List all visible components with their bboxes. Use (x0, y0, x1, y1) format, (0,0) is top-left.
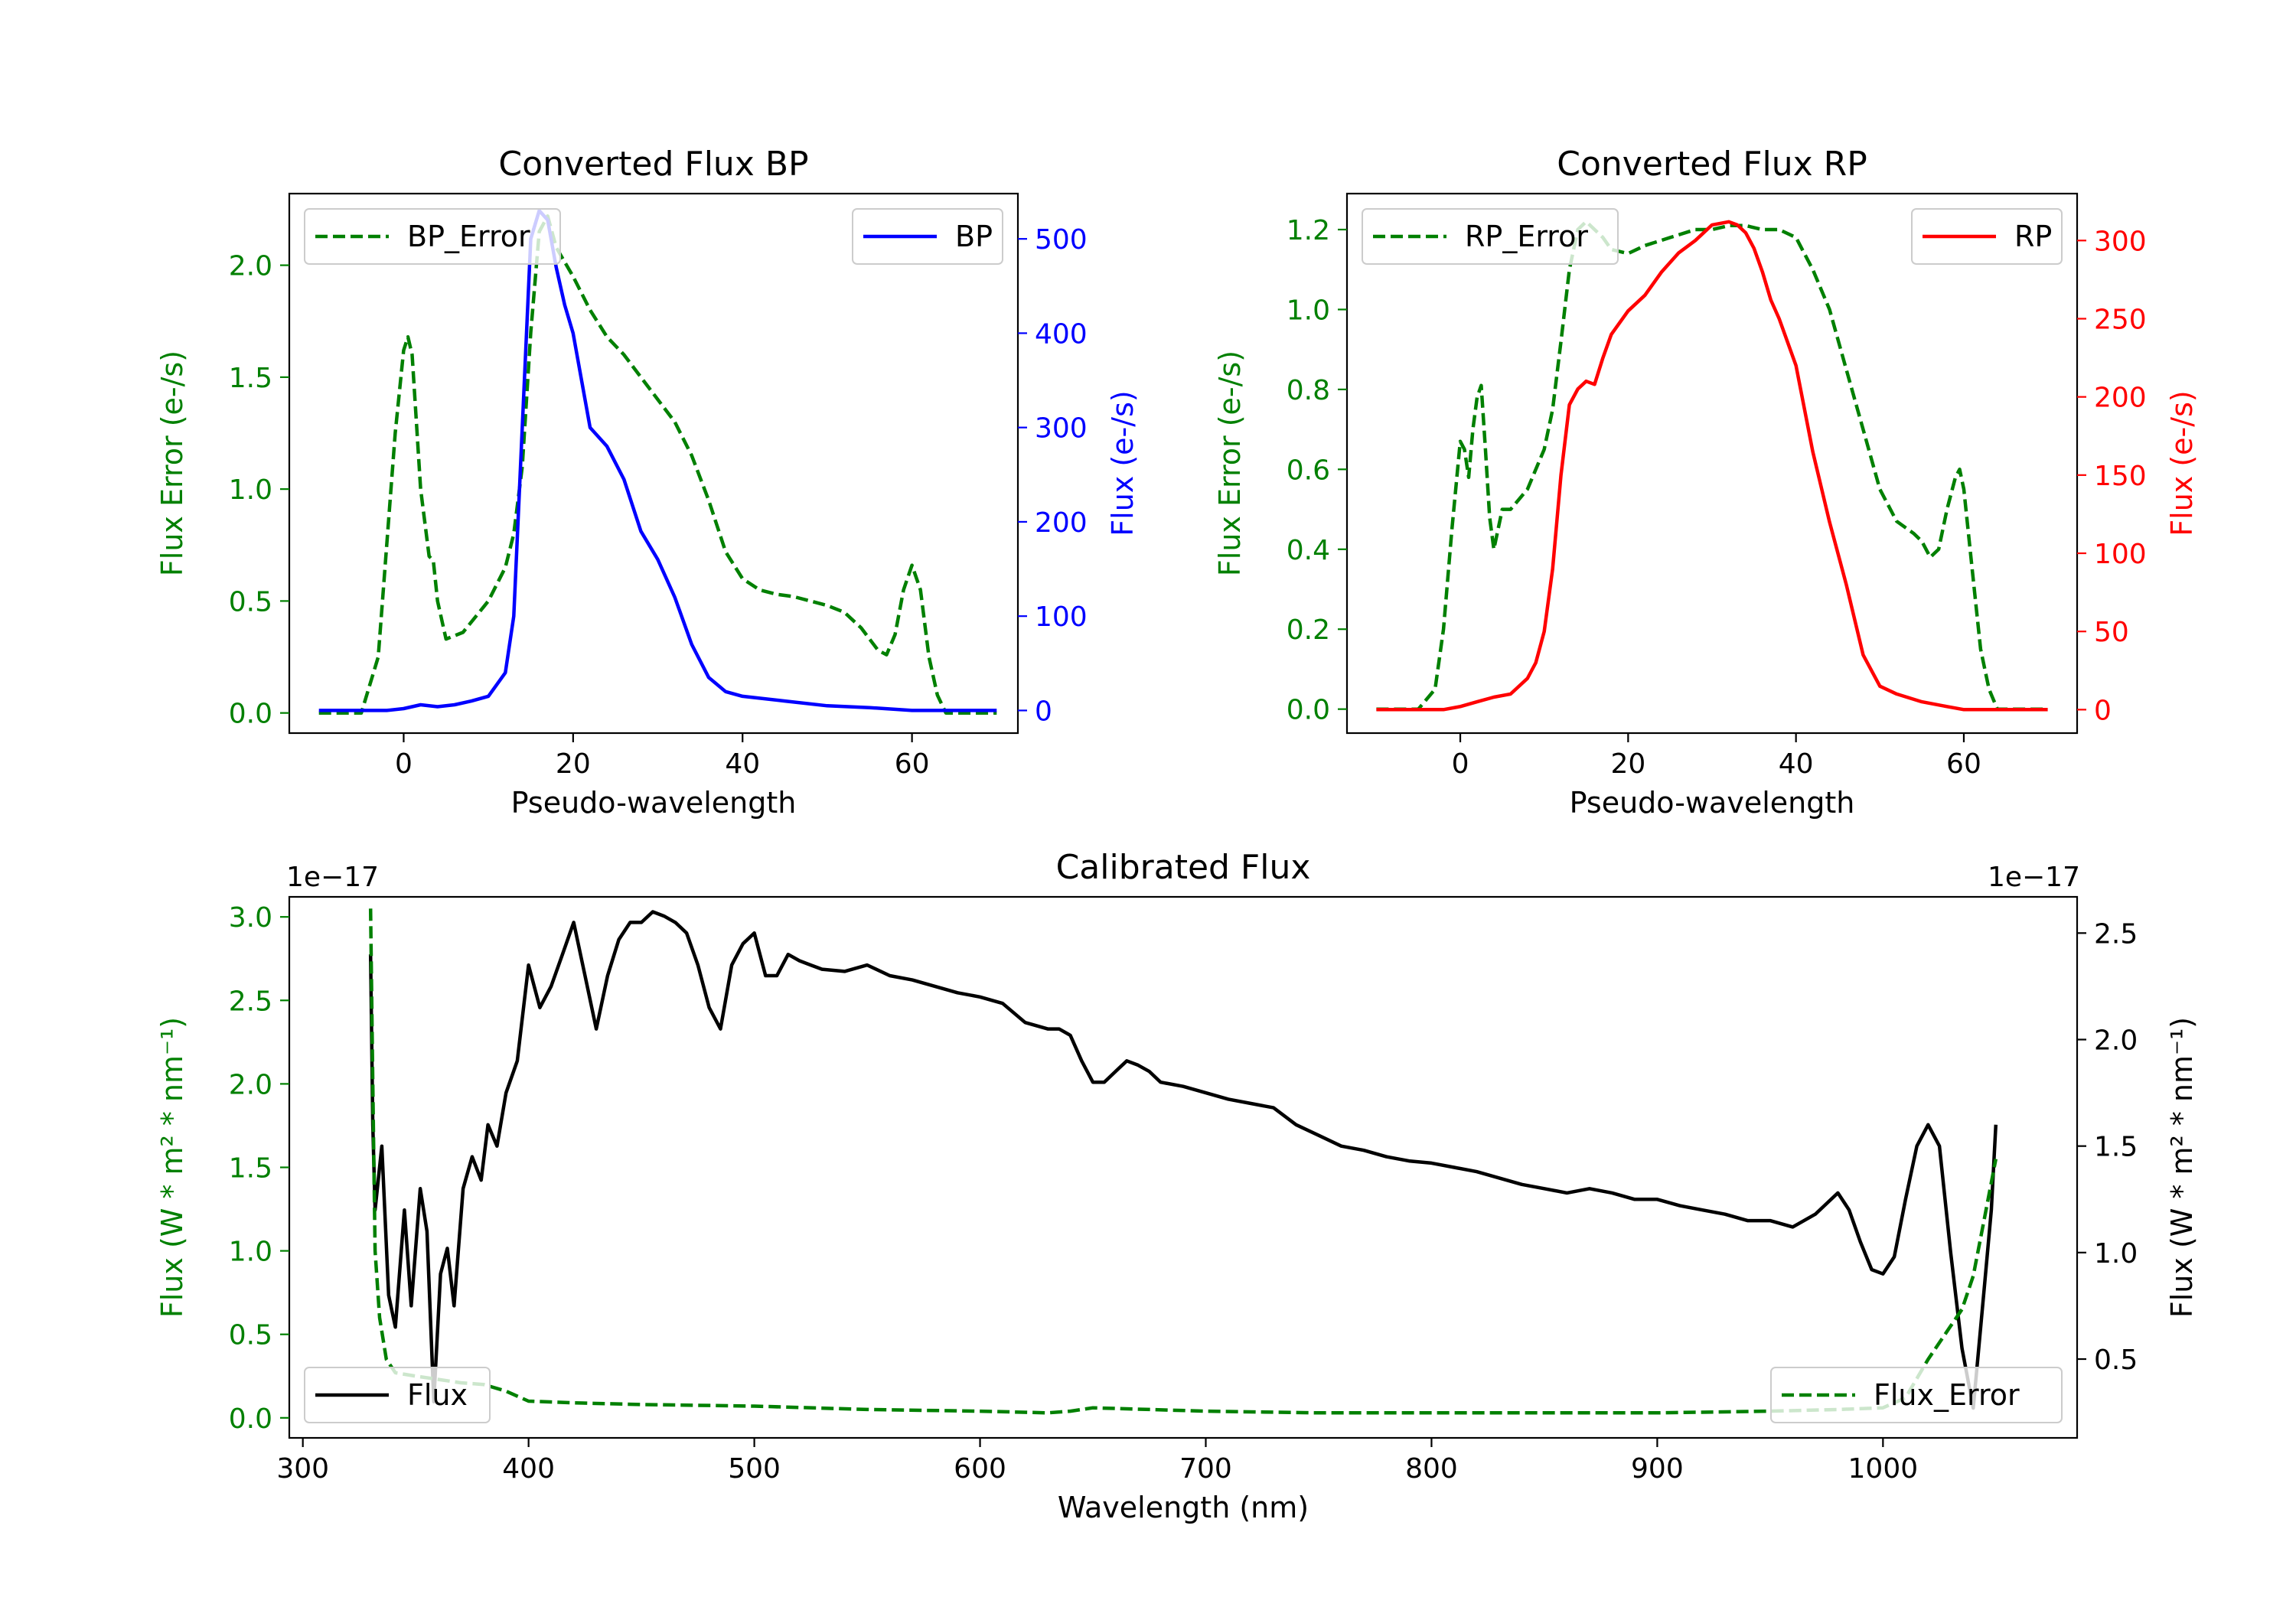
calibrated-legend-box (1770, 1367, 2063, 1423)
rp-right-tick-label: 250 (2094, 304, 2147, 335)
bp-right-tick-label: 0 (1035, 696, 1052, 727)
calibrated-x-tick-label: 700 (1179, 1453, 1232, 1485)
calibrated-x-tick-label: 1000 (1848, 1453, 1919, 1485)
calibrated-chart-title: Calibrated Flux (1056, 848, 1311, 887)
calibrated-left-tick-label: 0.5 (229, 1320, 272, 1351)
rp-right-tick-label: 100 (2094, 539, 2147, 570)
bp-panel: Converted Flux BP 0 20 40 60 Pseudo-wavelengt… (155, 145, 1140, 820)
rp-x-axis-label: Pseudo-wavelength (1570, 786, 1855, 820)
calibrated-x-tick-label: 800 (1405, 1453, 1458, 1485)
bp-x-tick-label: 20 (556, 748, 591, 780)
bp-left-axis-label: Flux Error (e-/s) (155, 350, 189, 576)
calibrated-left-axis-label: Flux (W * m² * nm⁻¹) (155, 1017, 189, 1318)
calibrated-right-tick-label: 1.5 (2094, 1132, 2138, 1163)
bp-right-tick-label: 500 (1035, 224, 1088, 256)
bp-right-tick-label: 300 (1035, 413, 1088, 445)
calibrated-x-tick-label: 500 (728, 1453, 781, 1485)
calibrated-legend-flux: Flux (304, 1367, 491, 1423)
rp-x-tick-label: 0 (1452, 748, 1469, 780)
calibrated-x-tick-label: 400 (502, 1453, 555, 1485)
calibrated-x-tick-label: 600 (954, 1453, 1006, 1485)
calibrated-left-tick-label: 1.0 (229, 1237, 272, 1268)
rp-right-tick-label: 50 (2094, 617, 2129, 648)
calibrated-left-offset-text: 1e−17 (286, 862, 379, 893)
bp-legend-label: BP (955, 220, 993, 253)
rp-left-tick-label: 0.4 (1287, 535, 1330, 566)
bp-left-tick-label: 1.5 (229, 363, 272, 394)
calibrated-left-tick-label: 1.5 (229, 1153, 272, 1185)
bp-plot-frame (288, 192, 1019, 735)
rp-x-tick-label: 20 (1610, 748, 1645, 780)
bp-right-tick-label: 100 (1035, 601, 1088, 633)
rp-left-tick-label: 0.0 (1287, 695, 1330, 726)
calibrated-left-tick-label: 2.0 (229, 1069, 272, 1100)
rp-x-tick-label: 40 (1779, 748, 1814, 780)
rp-series-rp-error (1376, 220, 2048, 711)
bp-x-tick-label: 60 (895, 748, 930, 780)
rp-right-tick-label: 200 (2094, 383, 2147, 414)
bp-x-axis-label: Pseudo-wavelength (511, 786, 797, 820)
rp-right-axis-label: Flux (e-/s) (2165, 390, 2199, 536)
calibrated-left-tick-label: 0.0 (229, 1403, 272, 1435)
calibrated-legend-box (304, 1367, 491, 1423)
bp-series-bp (318, 208, 997, 712)
rp-right-tick-label: 300 (2094, 226, 2147, 257)
calibrated-series-flux (368, 910, 1998, 1410)
calibrated-left-tick-label: 3.0 (229, 902, 272, 934)
calibrated-panel: Calibrated Flux 300 400 500 600 700 800 900 1000… (155, 848, 2199, 1524)
rp-legend-box (1362, 208, 1619, 265)
calibrated-legend-label: Flux (407, 1378, 468, 1412)
rp-x-tick-label: 60 (1946, 748, 1981, 780)
bp-left-tick-label: 1.0 (229, 474, 272, 506)
rp-panel: Converted Flux RP 0 20 40 60 Pseudo-wavelengt… (1213, 145, 2199, 820)
bp-legend-bp: BP (852, 208, 1003, 265)
bp-x-tick-label: 40 (725, 748, 760, 780)
rp-plot-frame (1345, 192, 2079, 735)
rp-right-tick-label: 0 (2094, 695, 2112, 726)
rp-legend-label: RP (2014, 220, 2052, 253)
rp-left-tick-label: 0.6 (1287, 455, 1330, 486)
bp-left-tick-label: 2.0 (229, 251, 272, 282)
bp-right-tick-label: 400 (1035, 318, 1088, 350)
bp-left-tick-label: 0.5 (229, 586, 272, 618)
calibrated-x-axis-label: Wavelength (nm) (1058, 1491, 1309, 1524)
calibrated-right-tick-label: 1.0 (2094, 1238, 2138, 1270)
bp-x-tick-label: 0 (395, 748, 413, 780)
calibrated-right-axis-label: Flux (W * m² * nm⁻¹) (2165, 1017, 2199, 1318)
rp-left-tick-label: 0.2 (1287, 614, 1330, 646)
rp-left-tick-label: 1.2 (1287, 215, 1330, 246)
calibrated-right-tick-label: 2.5 (2094, 918, 2138, 950)
rp-chart-title: Converted Flux RP (1557, 145, 1867, 184)
rp-series-rp (1376, 220, 2048, 712)
calibrated-legend-label: Flux_Error (1874, 1378, 2020, 1412)
bp-chart-title: Converted Flux BP (498, 145, 808, 184)
bp-right-tick-label: 200 (1035, 507, 1088, 539)
rp-left-tick-label: 1.0 (1287, 295, 1330, 326)
rp-legend-rp: RP (1911, 208, 2063, 265)
bp-legend-bp-error: BP_Error (304, 208, 561, 265)
calibrated-legend-flux-error: Flux_Error (1770, 1367, 2063, 1423)
calibrated-x-tick-label: 300 (276, 1453, 329, 1485)
calibrated-plot-frame (288, 895, 2079, 1439)
bp-left-tick-label: 0.0 (229, 699, 272, 730)
bp-series-bp-error (318, 214, 997, 715)
rp-left-axis-label: Flux Error (e-/s) (1213, 350, 1247, 576)
rp-legend-label: RP_Error (1465, 220, 1588, 253)
calibrated-left-tick-label: 2.5 (229, 986, 272, 1017)
calibrated-right-tick-label: 2.0 (2094, 1025, 2138, 1056)
rp-legend-rp-error: RP_Error (1362, 208, 1619, 265)
calibrated-x-tick-label: 900 (1631, 1453, 1684, 1485)
bp-right-axis-label: Flux (e-/s) (1106, 390, 1140, 536)
calibrated-series-flux-error (368, 908, 1998, 1415)
bp-legend-label: BP_Error (407, 220, 530, 253)
rp-right-tick-label: 150 (2094, 461, 2147, 492)
calibrated-right-offset-text: 1e−17 (1988, 862, 2080, 893)
rp-left-tick-label: 0.8 (1287, 375, 1330, 406)
bp-legend-box (304, 208, 561, 265)
calibrated-right-tick-label: 0.5 (2094, 1345, 2138, 1376)
